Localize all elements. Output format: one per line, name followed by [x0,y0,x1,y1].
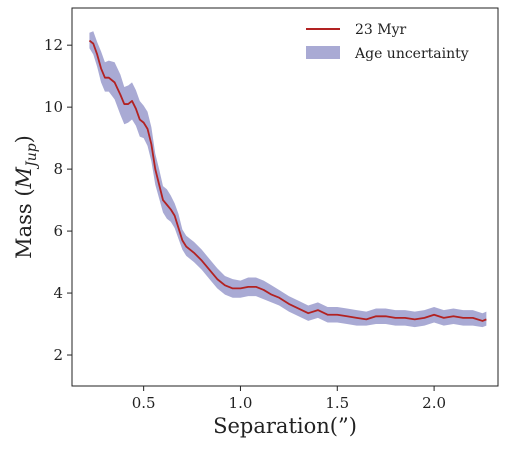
x-tick-label: 1.5 [325,394,349,412]
axis-ticks: 0.5 1.0 1.5 2.0 2 4 6 8 10 12 [44,36,446,412]
x-tick-label: 1.0 [229,394,253,412]
plot-frame [71,7,499,387]
x-tick-label: 0.5 [132,394,156,412]
series-line-23-myr [88,39,487,322]
y-axis-label: Mass (MJup) [12,135,40,259]
legend-band-label: Age uncertainty [354,46,469,62]
legend-band-swatch [306,46,340,59]
y-tick-label: 6 [53,222,63,240]
y-tick-label: 12 [44,36,63,54]
y-tick-label: 2 [53,346,63,364]
plot-area [88,31,487,328]
x-tick-label: 2.0 [422,394,446,412]
legend: 23 Myr Age uncertainty [306,22,469,62]
y-tick-label: 4 [53,284,63,302]
legend-line-label: 23 Myr [355,22,407,38]
x-axis-label: Separation(”) [213,414,357,438]
age-uncertainty-band [89,31,487,328]
y-tick-label: 10 [44,98,63,116]
y-tick-label: 8 [53,160,63,178]
